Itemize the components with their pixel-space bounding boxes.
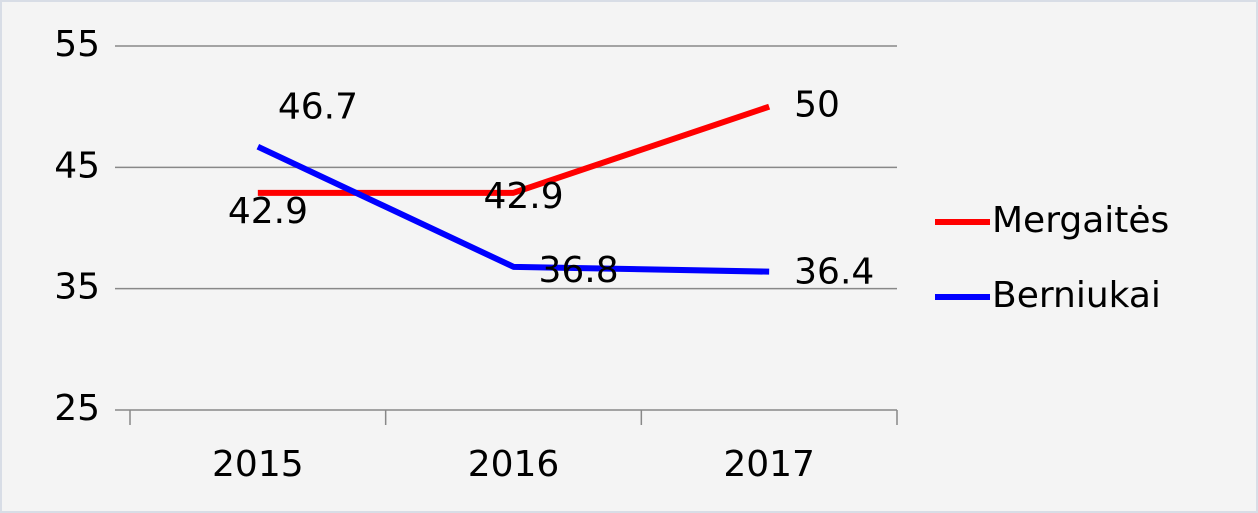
y-tick-label: 25 — [54, 388, 100, 429]
data-label: 50 — [794, 85, 840, 126]
y-tick-label: 55 — [54, 24, 100, 65]
legend-label: Berniukai — [992, 275, 1161, 316]
data-label: 46.7 — [278, 87, 358, 128]
data-label: 36.8 — [539, 250, 619, 291]
series-line — [257, 103, 771, 196]
x-tick-label: 2016 — [468, 444, 560, 485]
y-tick-label: 45 — [54, 145, 100, 186]
y-tick-label: 35 — [54, 267, 100, 308]
data-label: 42.9 — [484, 176, 564, 217]
data-label: 36.4 — [794, 252, 874, 293]
data-label: 42.9 — [228, 191, 308, 232]
series-line — [256, 143, 770, 275]
x-tick-label: 2017 — [723, 444, 815, 485]
x-tick-label: 2015 — [212, 444, 304, 485]
legend-label: Mergaitės — [992, 200, 1169, 241]
